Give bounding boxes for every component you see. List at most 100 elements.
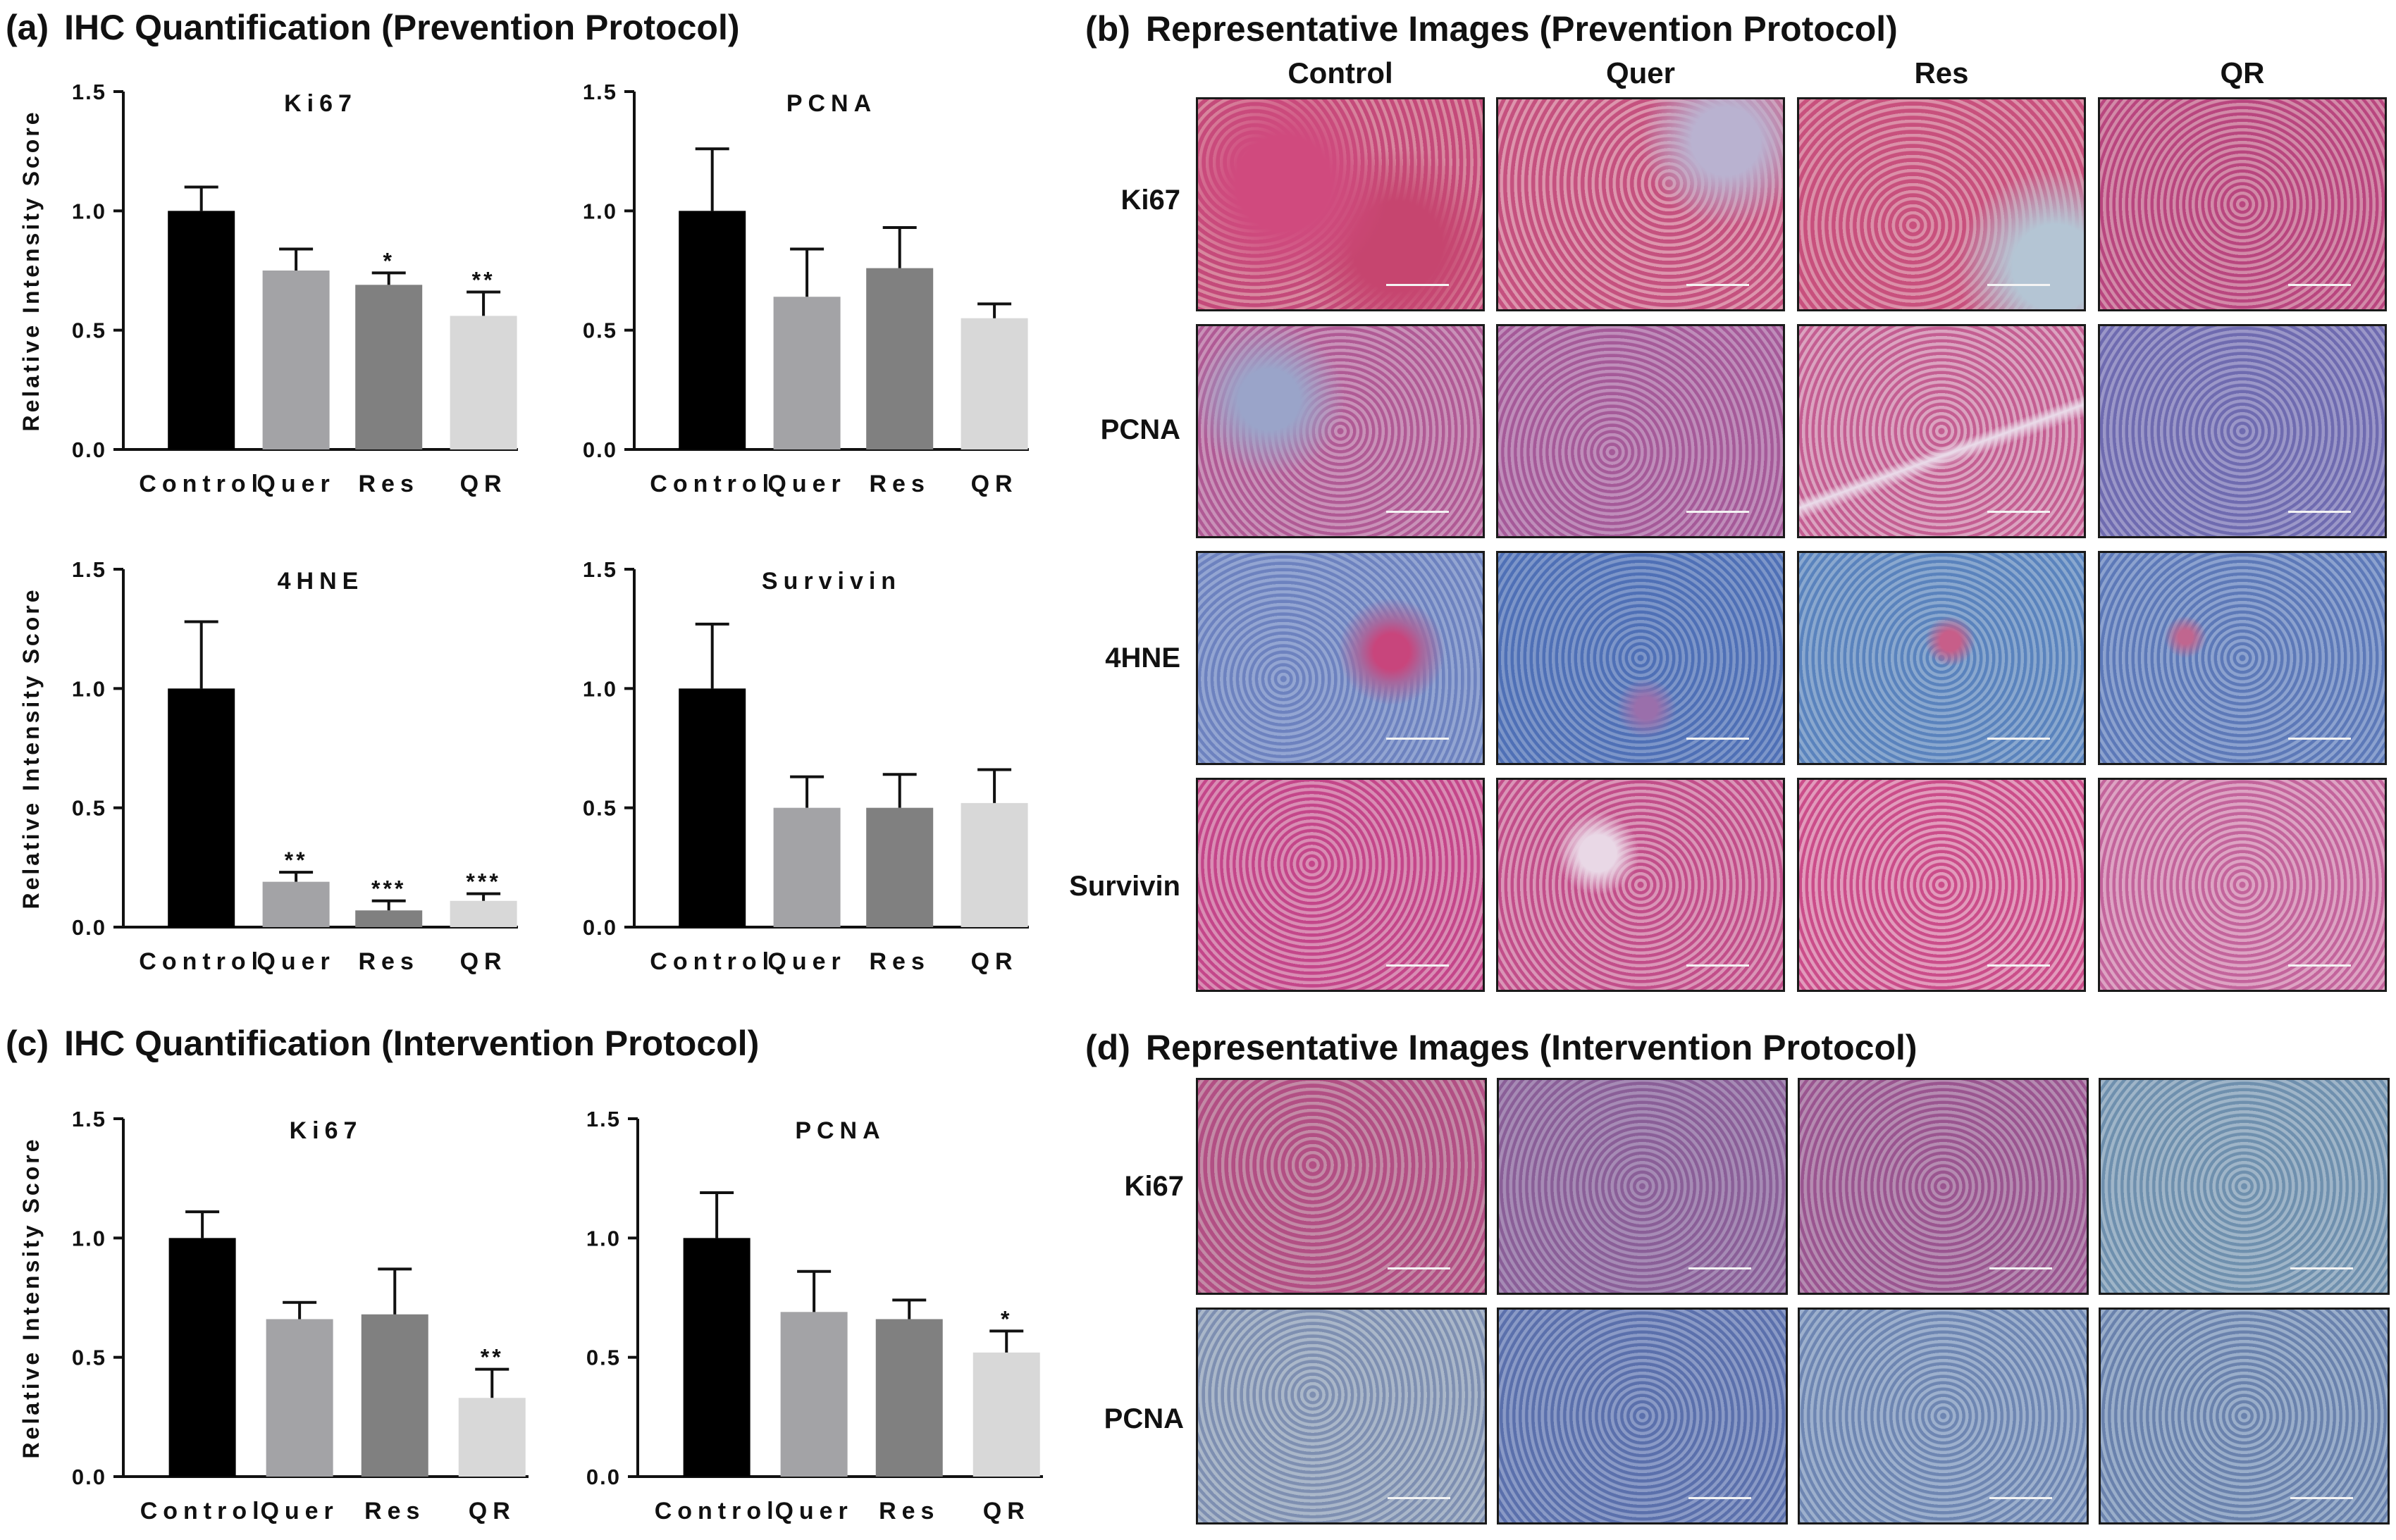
y-tick-label: 0.0: [72, 1465, 106, 1489]
panel-a-heading: IHC Quantification (Prevention Protocol): [64, 8, 740, 47]
row-label-pcna-b: PCNA: [1100, 414, 1180, 445]
panel-a-title: (a) IHC Quantification (Prevention Protoc…: [6, 7, 739, 48]
y-tick-label: 0.5: [72, 1346, 106, 1370]
chart-title: PCNA: [795, 1117, 885, 1144]
bar-chart-c-ki67: 0.0 0.5 1.0 1.5 Ki67 Relative Intensity Score…: [18, 1107, 529, 1525]
bar-quer: [780, 1312, 848, 1477]
y-tick-label: 1.5: [72, 80, 106, 104]
row-label-ki67-d: Ki67: [1124, 1171, 1185, 1202]
bar-res: [355, 910, 423, 927]
bar-quer: [262, 881, 330, 927]
bar-quer: [262, 271, 330, 449]
panel-d-letter: (d): [1085, 1028, 1130, 1067]
bar-qr: [961, 318, 1028, 449]
significance-label: **: [472, 267, 495, 292]
significance-label: *: [383, 248, 394, 273]
micrograph-pcna-control: [1196, 324, 1485, 538]
category-label: Quer: [767, 948, 846, 975]
category-label: QR: [983, 1498, 1030, 1525]
bar-control: [683, 1238, 751, 1477]
y-tick-label: 1.0: [72, 1226, 106, 1250]
micrograph-d-ki67-res: [1798, 1078, 2089, 1295]
y-axis-label: Relative Intensity Score: [18, 1136, 44, 1458]
bar-control: [168, 688, 235, 927]
category-label: Quer: [774, 1498, 853, 1525]
micrograph-d-ki67-control: [1196, 1078, 1487, 1295]
y-tick-label: 1.0: [583, 199, 617, 223]
bar-control: [679, 688, 746, 927]
bar-res: [866, 268, 934, 449]
bar-qr: [972, 1352, 1040, 1477]
bar-quer: [773, 807, 841, 927]
category-label: Res: [870, 948, 930, 975]
panel-c-title: (c) IHC Quantification (Intervention Prot…: [6, 1023, 759, 1064]
y-tick-label: 0.5: [72, 796, 106, 821]
y-tick-label: 1.5: [72, 557, 106, 582]
significance-label: **: [285, 847, 308, 873]
chart-title: Ki67: [290, 1117, 363, 1144]
y-tick-label: 1.5: [583, 557, 617, 582]
chart-title: Survivin: [762, 568, 901, 595]
chart-title: 4HNE: [278, 568, 364, 595]
micrograph-d-pcna-res: [1798, 1308, 2089, 1525]
y-tick-label: 0.5: [583, 796, 617, 821]
y-tick-label: 1.0: [72, 676, 106, 701]
significance-label: *: [1001, 1306, 1012, 1331]
y-tick-label: 0.0: [583, 437, 617, 462]
bar-quer: [773, 297, 841, 449]
category-label: QR: [460, 471, 507, 497]
micrograph-4hne-res: [1797, 551, 2086, 765]
micrograph-ki67-res: [1797, 97, 2086, 311]
panel-d-title: (d) Representative Images (Intervention P…: [1085, 1027, 1918, 1068]
micrograph-ki67-control: [1196, 97, 1485, 311]
category-label: Control: [140, 1498, 265, 1525]
micrograph-pcna-qr: [2098, 324, 2387, 538]
category-label: Control: [139, 948, 264, 975]
y-tick-label: 1.0: [583, 676, 617, 701]
category-label: Res: [364, 1498, 425, 1525]
bar-control: [168, 211, 235, 449]
y-axis-label: Relative Intensity Score: [18, 587, 44, 909]
category-label: Control: [139, 471, 264, 497]
y-tick-label: 0.0: [583, 915, 617, 940]
micrograph-pcna-quer: [1496, 324, 1785, 538]
panel-c-heading: IHC Quantification (Intervention Protoco…: [64, 1024, 760, 1063]
significance-label: ***: [371, 876, 406, 902]
category-label: Res: [359, 471, 419, 497]
category-label: QR: [971, 471, 1018, 497]
category-label: Quer: [260, 1498, 338, 1525]
category-label: Control: [655, 1498, 779, 1525]
y-axis-label: Relative Intensity Score: [18, 109, 44, 431]
micrograph-4hne-qr: [2098, 551, 2387, 765]
bar-chart-a-4hne: 0.0 0.5 1.0 1.5 4HNE Relative Intensity Score…: [18, 557, 518, 975]
bar-chart-a-ki67: 0.0 0.5 1.0 1.5 Ki67 Relative Intensity Score…: [18, 80, 518, 497]
row-label-ki67-b: Ki67: [1120, 185, 1181, 216]
chart-title: Ki67: [284, 90, 357, 117]
col-head-res: Res: [1914, 56, 1969, 89]
significance-label: ***: [466, 869, 500, 895]
y-tick-label: 1.5: [586, 1107, 621, 1131]
y-tick-label: 1.0: [72, 199, 106, 223]
row-label-survivin-b: Survivin: [1069, 871, 1180, 902]
y-tick-label: 1.5: [72, 1107, 106, 1131]
bar-control: [168, 1238, 236, 1477]
y-tick-label: 0.5: [72, 318, 106, 343]
panel-b-heading: Representative Images (Prevention Protoc…: [1145, 9, 1898, 49]
category-label: Res: [879, 1498, 939, 1525]
micrograph-ki67-quer: [1496, 97, 1785, 311]
y-tick-label: 0.0: [72, 437, 106, 462]
micrograph-d-ki67-quer: [1497, 1078, 1788, 1295]
micrograph-4hne-control: [1196, 551, 1485, 765]
category-label: QR: [469, 1498, 516, 1525]
significance-label: **: [481, 1345, 504, 1370]
bar-quer: [266, 1319, 333, 1477]
bar-res: [875, 1319, 943, 1477]
micrograph-d-pcna-qr: [2099, 1308, 2390, 1525]
micrograph-survivin-control: [1196, 778, 1485, 992]
row-label-pcna-d: PCNA: [1104, 1403, 1184, 1434]
micrograph-survivin-quer: [1496, 778, 1785, 992]
category-label: Quer: [767, 471, 846, 497]
category-label: Control: [650, 471, 774, 497]
